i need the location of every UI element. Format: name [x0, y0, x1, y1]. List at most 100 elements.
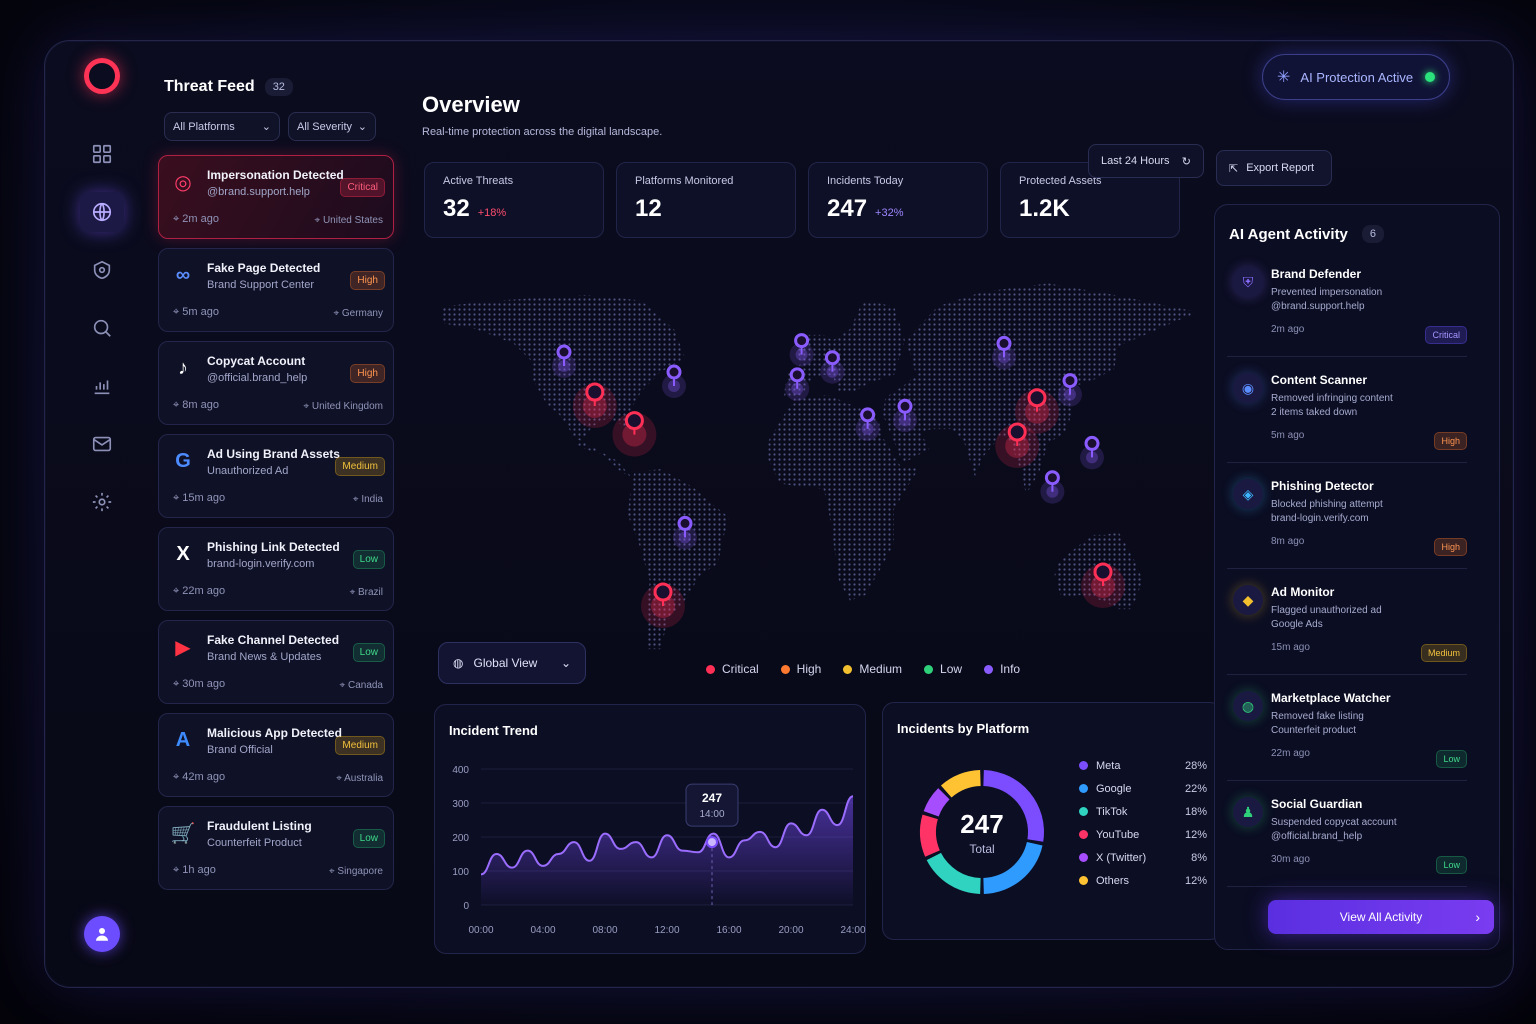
threat-source: @brand.support.help — [207, 186, 310, 198]
export-label: Export Report — [1246, 162, 1315, 174]
location-icon: ⌖ — [314, 215, 323, 226]
platform-percent: 22% — [1184, 782, 1207, 795]
stat-card[interactable]: Incidents Today 247 +32% — [808, 162, 988, 238]
ai-protection-status[interactable]: ✳ AI Protection Active — [1262, 54, 1450, 100]
platform-legend: Meta 28% Google 22% TikTok 18% YouTube 12% X (Tw… — [1079, 759, 1207, 887]
threat-pin-critical[interactable] — [1081, 562, 1125, 608]
threat-time-value: 42m ago — [182, 771, 226, 783]
nav-search[interactable] — [80, 308, 124, 348]
bar-chart-icon — [94, 380, 110, 395]
threat-pin-info[interactable] — [662, 364, 686, 398]
nav-settings[interactable] — [80, 482, 124, 522]
threat-card[interactable]: ∞ Fake Page Detected Brand Support Center H… — [158, 248, 394, 332]
agent-activity-item[interactable]: ◉ Content Scanner Removed infringing conte… — [1227, 363, 1467, 463]
agent-activity-item[interactable]: ◍ Marketplace Watcher Removed fake listing… — [1227, 681, 1467, 781]
export-report-button[interactable]: ⇱ Export Report — [1216, 150, 1332, 186]
global-view-select[interactable]: ◍ Global View ⌄ — [438, 642, 586, 684]
threat-time: ⌖ 22m ago — [173, 585, 225, 598]
youtube-icon: ▶ — [175, 636, 191, 659]
location-icon: ⌖ — [303, 401, 312, 412]
phishing-icon: ◈ — [1233, 479, 1263, 509]
nav-analytics[interactable] — [80, 366, 124, 406]
y-tick-label: 300 — [452, 799, 469, 810]
severity-badge: Low — [1436, 856, 1467, 874]
threat-location: ⌖ Canada — [340, 680, 383, 691]
nav-dashboard[interactable] — [80, 134, 124, 174]
agent-activity-item[interactable]: ♟ Social Guardian Suspended copycat accoun… — [1227, 787, 1467, 887]
threat-pin-critical[interactable] — [572, 382, 617, 428]
legend-item: Critical — [706, 662, 759, 676]
threat-pin-info[interactable] — [1058, 373, 1082, 407]
chevron-right-icon: › — [1475, 909, 1480, 925]
threat-location: ⌖ Germany — [333, 308, 383, 319]
threat-source: Brand Support Center — [207, 279, 315, 291]
threat-pin-info[interactable] — [1080, 435, 1104, 470]
platform-dot — [1079, 876, 1088, 885]
platform-name: Others — [1096, 874, 1130, 887]
threat-pin-info[interactable] — [789, 333, 814, 367]
threat-card[interactable]: G Ad Using Brand Assets Unauthorized Ad Med… — [158, 434, 394, 518]
tooltip-point[interactable] — [706, 836, 718, 849]
threat-pin-critical[interactable] — [612, 411, 657, 457]
nav-security[interactable] — [80, 250, 124, 290]
view-all-activity-button[interactable]: View All Activity › — [1268, 900, 1494, 934]
threat-location-value: Germany — [341, 308, 383, 319]
incident-trend-chart[interactable]: 400 300 200 100 0 00:00 04:00 08:00 12:00 16:00 20… — [435, 705, 867, 955]
threat-time-value: 30m ago — [182, 678, 226, 690]
threat-card[interactable]: ▶ Fake Channel Detected Brand News & Updat… — [158, 620, 394, 704]
threat-pin-critical[interactable] — [995, 422, 1040, 468]
threat-time: ⌖ 8m ago — [173, 399, 219, 412]
donut-slice[interactable] — [940, 770, 981, 798]
brand-logo — [84, 58, 120, 94]
threat-pin-info[interactable] — [1040, 470, 1065, 504]
page-title: Overview — [422, 92, 520, 117]
donut-slice[interactable] — [923, 788, 950, 817]
severity-badge: Low — [352, 829, 385, 848]
threat-card[interactable]: X Phishing Link Detected brand-login.verif… — [158, 527, 394, 611]
agent-activity-item[interactable]: ⛨ Brand Defender Prevented impersonation @b… — [1227, 257, 1467, 357]
agent-activity-item[interactable]: ◆ Ad Monitor Flagged unauthorized ad Google… — [1227, 575, 1467, 675]
nav-messages[interactable] — [80, 424, 124, 464]
threat-pin-info[interactable] — [893, 398, 917, 433]
agent-activity-item[interactable]: ◈ Phishing Detector Blocked phishing attem… — [1227, 469, 1467, 569]
threat-card[interactable]: ♪ Copycat Account @official.brand_help High… — [158, 341, 394, 425]
legend-dot — [984, 664, 994, 674]
mail-icon — [92, 436, 112, 452]
threat-title: Fake Channel Detected — [207, 633, 340, 647]
threat-pin-critical[interactable] — [1015, 388, 1059, 434]
world-threat-map[interactable] — [422, 262, 1212, 692]
donut-slice[interactable] — [926, 852, 981, 894]
pin-icon: ⌖ — [173, 492, 183, 504]
threat-card[interactable]: ◎ Impersonation Detected @brand.support.he… — [158, 155, 394, 239]
severity-badge: Low — [1436, 750, 1467, 768]
donut-slice[interactable] — [920, 814, 940, 857]
donut-slice[interactable] — [983, 841, 1043, 894]
threat-pin-info[interactable] — [785, 367, 810, 401]
legend-item: Info — [984, 662, 1020, 676]
donut-slice[interactable] — [983, 770, 1044, 842]
chevron-down-icon: ⌄ — [261, 121, 271, 133]
stat-card[interactable]: Active Threats 32 +18% — [424, 162, 604, 238]
severity-filter[interactable]: All Severity ⌄ — [288, 112, 376, 141]
threat-time-value: 22m ago — [182, 585, 226, 597]
nav-global[interactable] — [80, 192, 124, 232]
threat-card[interactable]: A Malicious App Detected Brand Official Med… — [158, 713, 394, 797]
threat-pin-info[interactable] — [992, 335, 1016, 370]
threat-time-value: 5m ago — [182, 306, 219, 318]
threat-card[interactable]: 🛒 Fraudulent Listing Counterfeit Product Lo… — [158, 806, 394, 890]
agent-action: Blocked phishing attempt — [1271, 499, 1383, 510]
time-range-select[interactable]: Last 24 Hours ↻ — [1088, 144, 1204, 178]
shield-icon: ⛨ — [1233, 267, 1263, 297]
stat-card[interactable]: Platforms Monitored 12 — [616, 162, 796, 238]
threat-pin-info[interactable] — [820, 350, 845, 384]
pin-icon: ⌖ — [173, 585, 183, 597]
platform-donut-chart[interactable] — [907, 757, 1057, 907]
threat-pin-info[interactable] — [673, 515, 697, 550]
platform-name: YouTube — [1096, 828, 1140, 841]
threat-pin-critical[interactable] — [641, 582, 685, 628]
user-avatar[interactable] — [84, 916, 120, 952]
agents-count-badge: 6 — [1361, 225, 1385, 243]
threat-pin-info[interactable] — [552, 344, 576, 378]
platform-filter[interactable]: All Platforms ⌄ — [164, 112, 280, 141]
threat-pin-info[interactable] — [855, 407, 880, 441]
